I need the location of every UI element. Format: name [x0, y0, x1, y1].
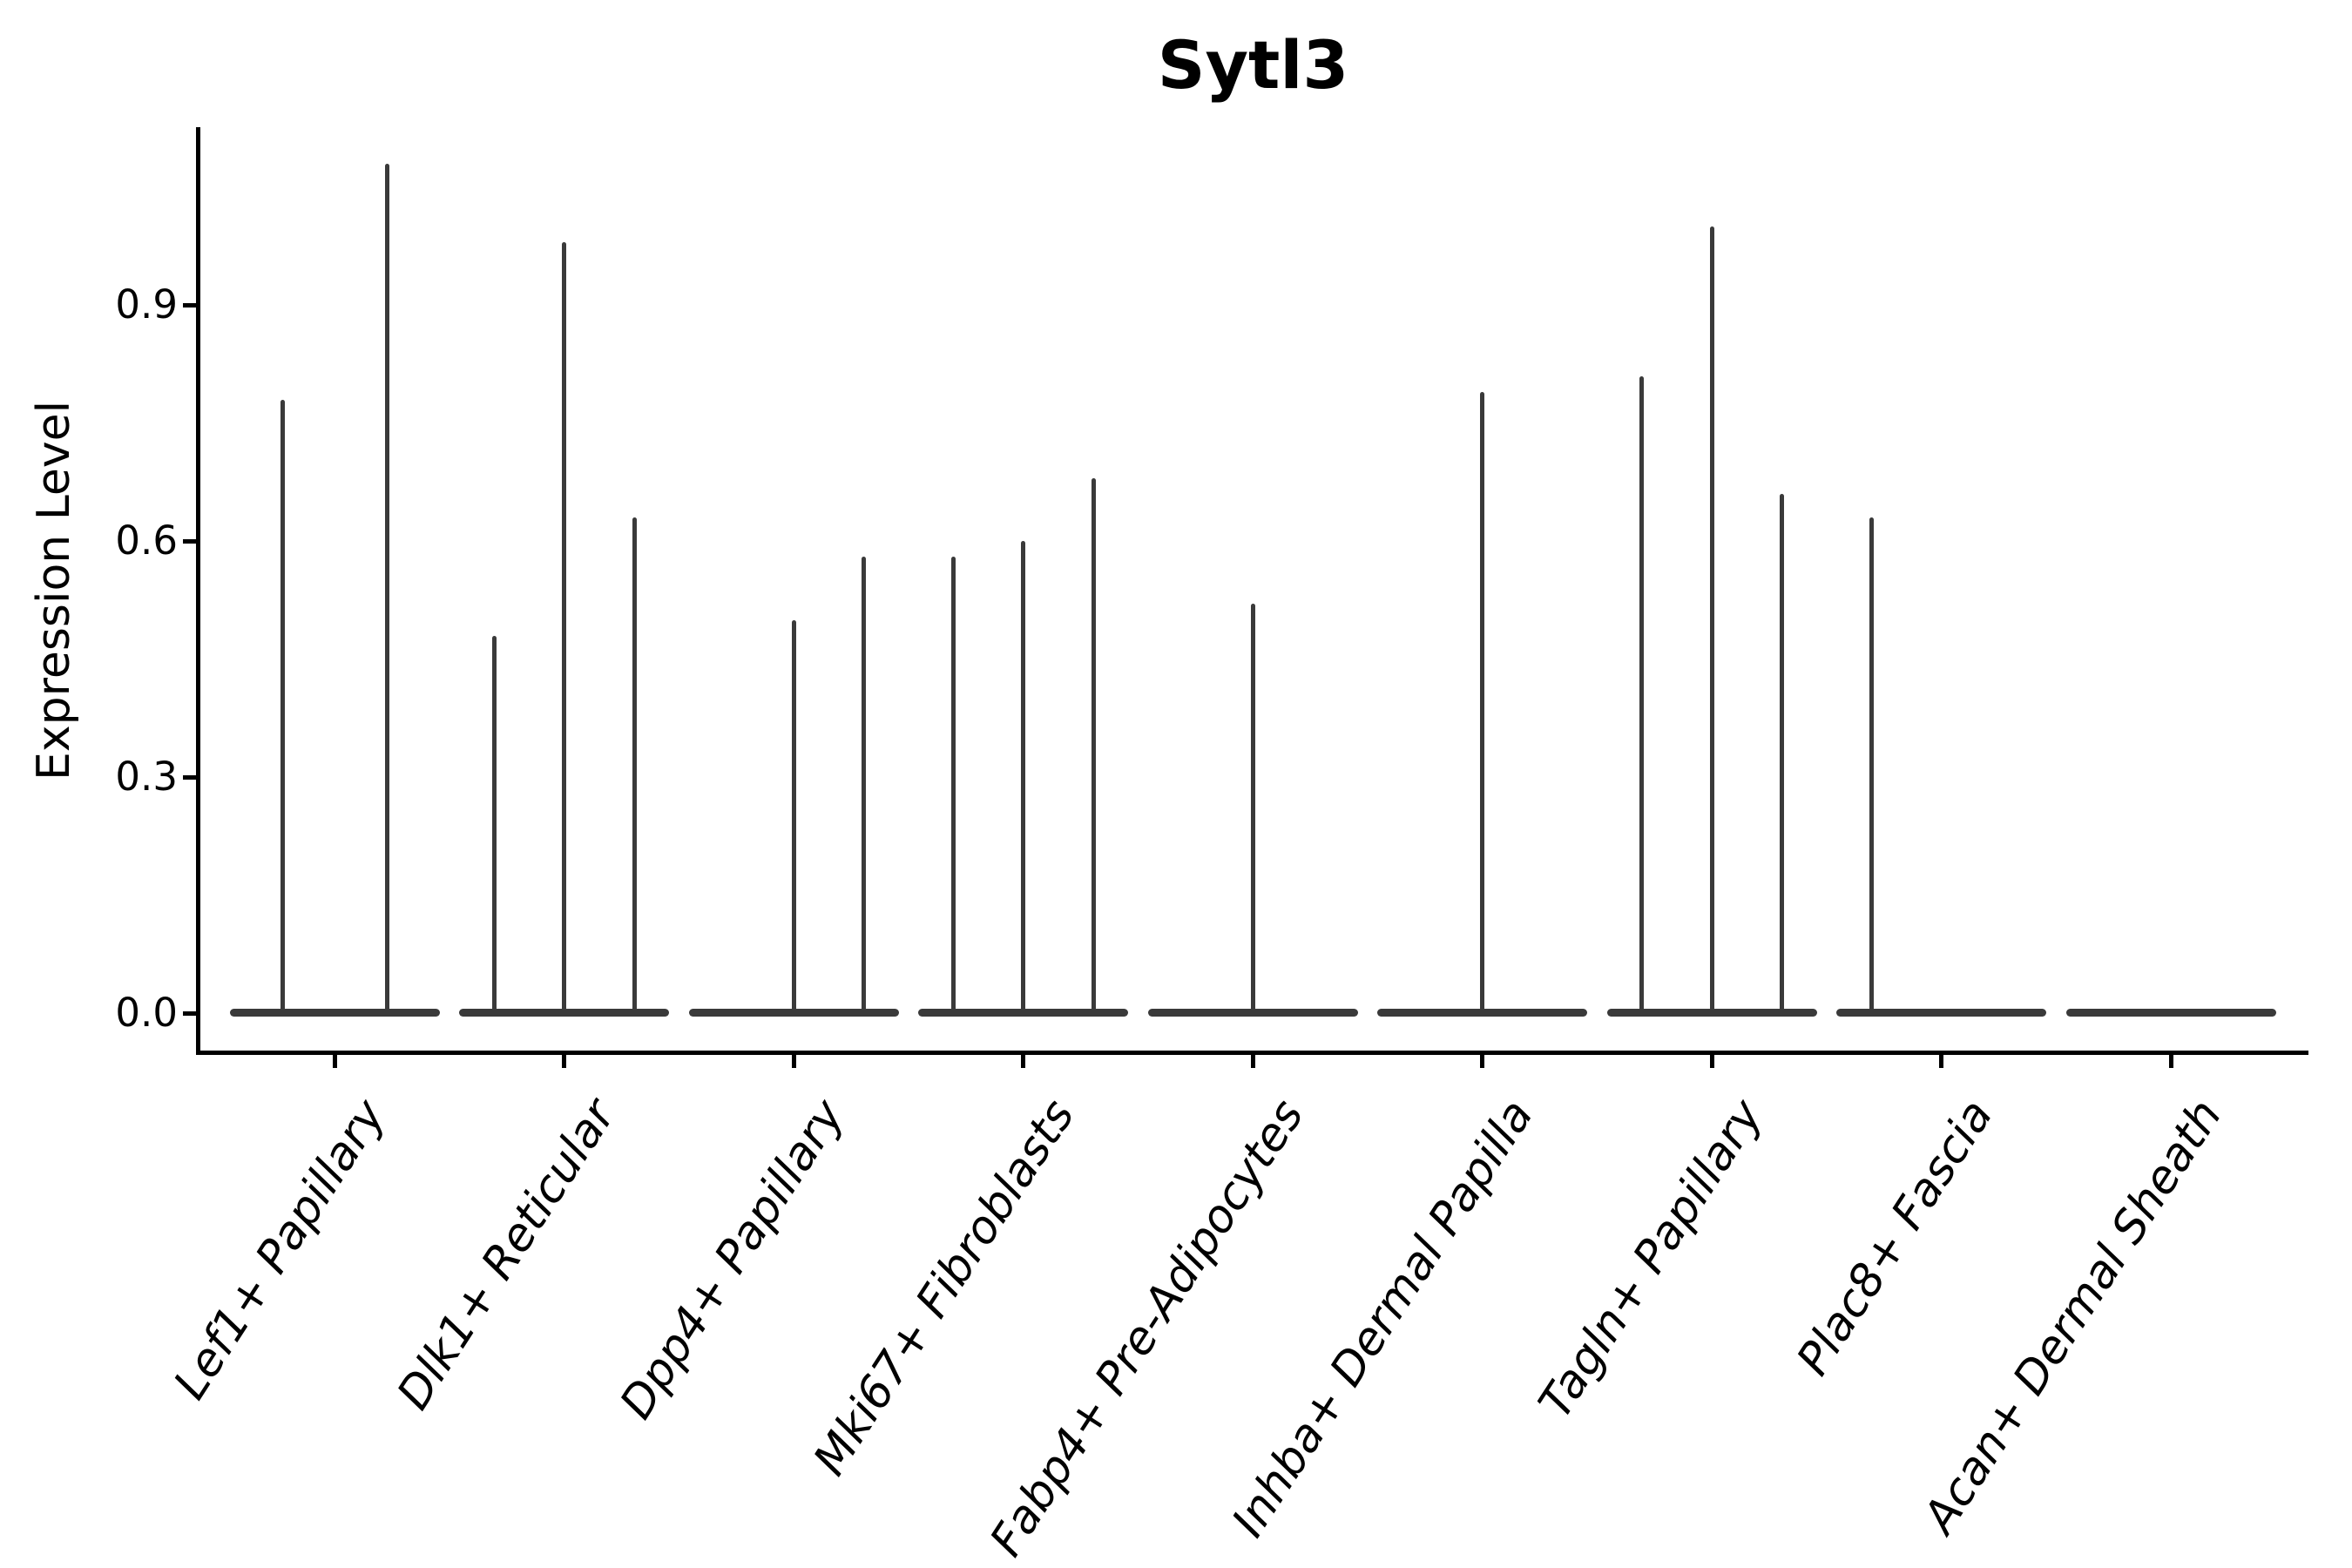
y-axis-label: Expression Level	[28, 400, 80, 781]
y-tick-mark	[183, 538, 196, 544]
violin-spike	[385, 163, 390, 1013]
y-tick-label: 0.3	[115, 754, 178, 801]
x-tick-mark	[791, 1055, 796, 1068]
x-tick-label: Dlk1+ Reticular	[387, 1091, 626, 1419]
violin-spike	[1021, 541, 1026, 1013]
x-tick-mark	[1939, 1055, 1944, 1068]
x-tick-mark	[1250, 1055, 1255, 1068]
violin-spike	[1780, 494, 1785, 1013]
violin-spike	[1639, 375, 1645, 1013]
x-tick-mark	[1480, 1055, 1485, 1068]
violin-spike	[562, 242, 567, 1013]
x-tick-mark	[1021, 1055, 1026, 1068]
x-axis-spine	[196, 1051, 2308, 1055]
violin-spike	[491, 635, 497, 1013]
violin-base	[229, 1009, 440, 1017]
x-tick-mark	[1709, 1055, 1714, 1068]
y-axis-spine	[196, 127, 200, 1055]
y-tick-label: 0.9	[115, 281, 178, 328]
x-tick-mark	[332, 1055, 337, 1068]
x-tick-label: Lef1+ Papillary	[164, 1091, 396, 1409]
violin-spike	[632, 517, 637, 1013]
x-tick-mark	[562, 1055, 567, 1068]
y-tick-mark	[183, 774, 196, 780]
x-tick-label: Tagln+ Papillary	[1529, 1091, 1774, 1428]
violin-spike	[1250, 604, 1255, 1013]
violin-spike	[280, 399, 285, 1013]
y-tick-mark	[183, 1010, 196, 1016]
y-tick-mark	[183, 302, 196, 308]
y-tick-label: 0.0	[115, 990, 178, 1036]
x-tick-label: Mki67+ Fibroblasts	[803, 1091, 1085, 1485]
x-tick-label: Dpp4+ Papillary	[611, 1091, 855, 1429]
violin-base	[1836, 1009, 2047, 1017]
violin-spike	[791, 619, 796, 1013]
y-tick-label: 0.6	[115, 517, 178, 564]
violin-base	[2065, 1009, 2276, 1017]
violin-spike	[1091, 477, 1096, 1013]
x-tick-label: Plac8+ Fascia	[1786, 1091, 2004, 1385]
x-tick-mark	[2168, 1055, 2173, 1068]
violin-spike	[950, 557, 956, 1013]
violin-spike	[862, 557, 867, 1013]
violin-spike	[1480, 391, 1485, 1013]
violin-spike	[1869, 517, 1874, 1013]
chart-title: Sytl3	[1157, 26, 1349, 104]
violin-spike	[1709, 226, 1714, 1013]
